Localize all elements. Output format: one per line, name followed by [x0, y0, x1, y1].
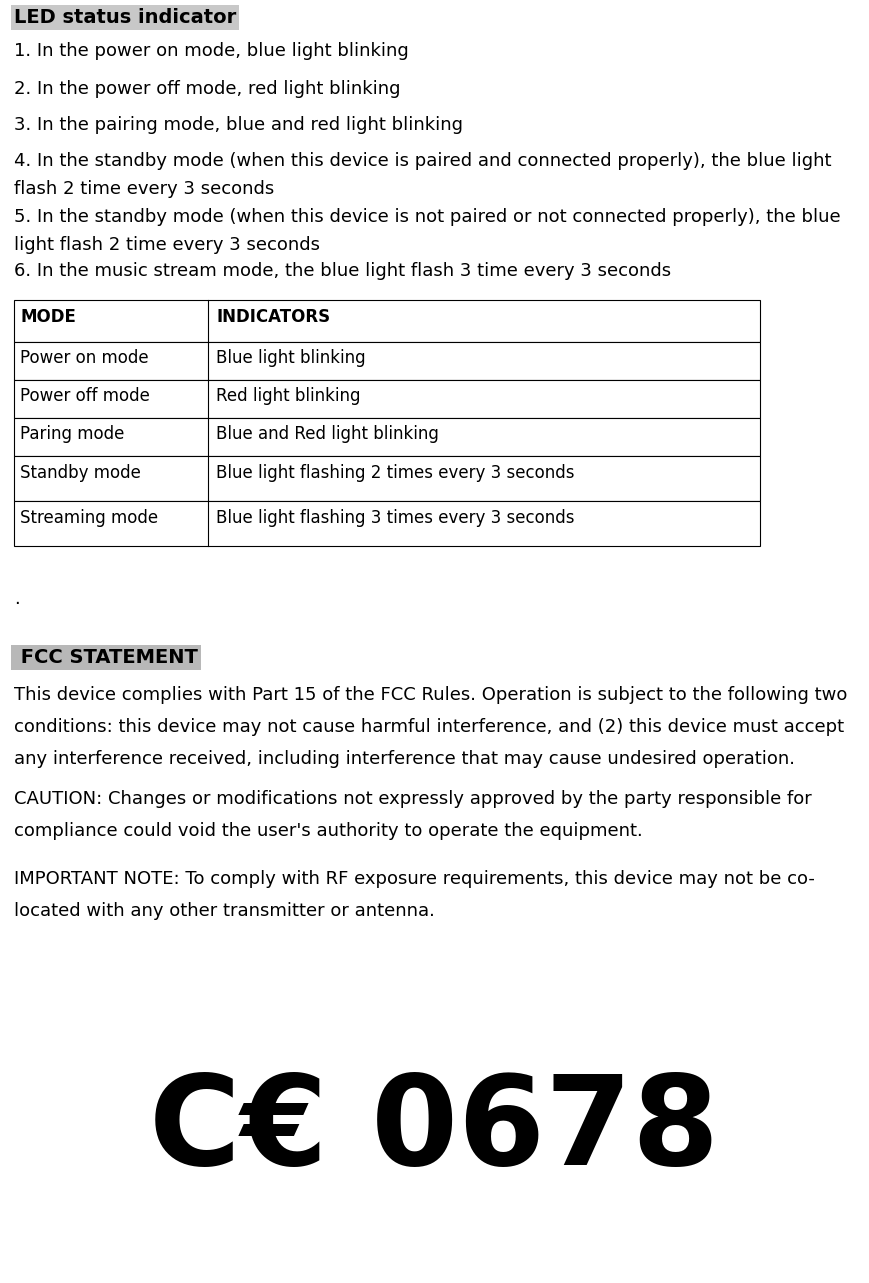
Text: 5. In the standby mode (when this device is not paired or not connected properly: 5. In the standby mode (when this device… [14, 208, 840, 254]
Text: This device complies with Part 15 of the FCC Rules. Operation is subject to the : This device complies with Part 15 of the… [14, 686, 847, 704]
Bar [14, 300, 760, 343]
Bar [14, 380, 760, 418]
Text: CAUTION: Changes or modifications not expressly approved by the party responsibl: CAUTION: Changes or modifications not ex… [14, 790, 812, 808]
Bar [14, 500, 760, 547]
Text: compliance could void the user's authority to operate the equipment.: compliance could void the user's authori… [14, 822, 643, 840]
Bar [14, 455, 760, 500]
Text: LED status indicator: LED status indicator [14, 8, 236, 27]
Text: 3. In the pairing mode, blue and red light blinking: 3. In the pairing mode, blue and red lig… [14, 115, 463, 133]
Text: Blue and Red light blinking: Blue and Red light blinking [216, 425, 439, 443]
Text: Streaming mode: Streaming mode [20, 509, 158, 527]
Text: IMPORTANT NOTE: To comply with RF exposure requirements, this device may not be : IMPORTANT NOTE: To comply with RF exposu… [14, 870, 815, 888]
Text: Paring mode: Paring mode [20, 425, 124, 443]
Text: .: . [14, 590, 20, 608]
Text: MODE: MODE [20, 308, 76, 326]
Text: Power on mode: Power on mode [20, 349, 149, 367]
Text: FCC STATEMENT: FCC STATEMENT [14, 648, 198, 667]
Text: Blue light blinking: Blue light blinking [216, 349, 366, 367]
Text: located with any other transmitter or antenna.: located with any other transmitter or an… [14, 902, 434, 920]
Text: Blue light flashing 2 times every 3 seconds: Blue light flashing 2 times every 3 seco… [216, 464, 574, 482]
Text: 2. In the power off mode, red light blinking: 2. In the power off mode, red light blin… [14, 80, 401, 98]
Text: any interference received, including interference that may cause undesired opera: any interference received, including int… [14, 751, 795, 769]
Text: Standby mode: Standby mode [20, 464, 141, 482]
Text: Blue light flashing 3 times every 3 seconds: Blue light flashing 3 times every 3 seco… [216, 509, 574, 527]
Bar [14, 343, 760, 380]
Text: 4. In the standby mode (when this device is paired and connected properly), the : 4. In the standby mode (when this device… [14, 151, 832, 199]
Text: Power off mode: Power off mode [20, 387, 149, 405]
Text: conditions: this device may not cause harmful interference, and (2) this device : conditions: this device may not cause ha… [14, 718, 844, 736]
Text: INDICATORS: INDICATORS [216, 308, 330, 326]
Text: C€ 0678: C€ 0678 [149, 1070, 720, 1191]
Text: Red light blinking: Red light blinking [216, 387, 361, 405]
Text: 1. In the power on mode, blue light blinking: 1. In the power on mode, blue light blin… [14, 42, 408, 60]
Text: 6. In the music stream mode, the blue light flash 3 time every 3 seconds: 6. In the music stream mode, the blue li… [14, 262, 671, 280]
Bar [14, 418, 760, 455]
